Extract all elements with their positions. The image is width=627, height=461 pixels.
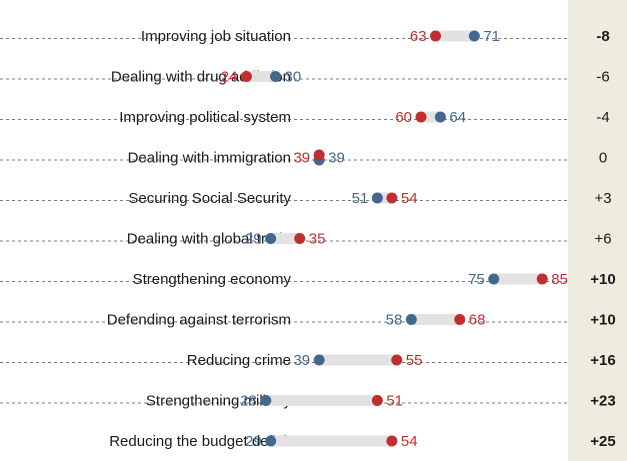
red-value-label: 63 xyxy=(410,28,427,45)
blue-value-label: 51 xyxy=(352,190,369,207)
red-dot xyxy=(240,71,252,82)
red-dot xyxy=(294,233,306,244)
gap-bar xyxy=(421,111,441,123)
row-label: Securing Social Security xyxy=(128,190,291,207)
red-dot xyxy=(430,30,442,42)
gap-bar xyxy=(270,435,392,447)
red-value-label: 24 xyxy=(221,69,238,86)
red-value-label: 55 xyxy=(406,352,423,369)
gap-bar xyxy=(246,71,276,82)
blue-value-label: 58 xyxy=(386,312,403,329)
blue-dot xyxy=(270,71,281,82)
red-dot xyxy=(386,435,398,447)
difference-value: +10 xyxy=(590,312,615,329)
difference-value: +25 xyxy=(590,433,615,450)
gap-bar xyxy=(493,273,543,285)
blue-dot xyxy=(434,111,446,123)
blue-value-label: 71 xyxy=(483,28,500,45)
difference-value: +6 xyxy=(594,231,611,248)
blue-value-label: 29 xyxy=(245,433,262,450)
red-value-label: 68 xyxy=(469,312,486,329)
blue-dot xyxy=(488,273,500,285)
blue-value-label: 75 xyxy=(468,271,485,288)
row-label: Improving job situation xyxy=(141,28,291,45)
blue-value-label: 30 xyxy=(285,69,302,86)
red-dot xyxy=(536,273,548,285)
gap-bar xyxy=(319,354,397,366)
gap-bar xyxy=(435,30,475,42)
difference-value: -6 xyxy=(596,69,609,86)
blue-value-label: 39 xyxy=(293,352,310,369)
red-dot xyxy=(415,111,427,123)
difference-value: +16 xyxy=(590,352,615,369)
difference-value: +10 xyxy=(590,271,615,288)
red-value-label: 60 xyxy=(395,109,412,126)
gap-bar xyxy=(265,395,378,406)
red-dot xyxy=(371,395,383,406)
red-dot xyxy=(386,192,398,204)
red-value-label: 35 xyxy=(309,231,326,248)
red-dot xyxy=(454,314,466,325)
row-label: Improving political system xyxy=(119,109,291,126)
red-value-label: 39 xyxy=(293,150,310,167)
red-dot xyxy=(313,149,325,161)
blue-value-label: 28 xyxy=(240,393,257,410)
difference-value: -8 xyxy=(596,28,609,45)
red-value-label: 54 xyxy=(401,190,418,207)
red-value-label: 85 xyxy=(551,271,568,288)
blue-dot xyxy=(260,395,272,406)
blue-dot xyxy=(265,233,277,244)
red-value-label: 51 xyxy=(386,393,403,410)
row-label: Dealing with global trade xyxy=(127,231,291,248)
blue-dot xyxy=(265,435,277,447)
blue-dot xyxy=(313,354,325,366)
row-label: Dealing with immigration xyxy=(128,150,291,167)
difference-value: +3 xyxy=(594,190,611,207)
blue-value-label: 64 xyxy=(449,109,466,126)
blue-dot xyxy=(468,30,480,42)
blue-value-label: 39 xyxy=(328,150,345,167)
gap-bar xyxy=(411,314,460,325)
red-value-label: 54 xyxy=(401,433,418,450)
red-dot xyxy=(391,354,403,366)
row-label: Reducing the budget deficit xyxy=(109,433,292,450)
row-label: Defending against terrorism xyxy=(107,312,291,329)
gap-bar xyxy=(377,192,392,204)
gap-bar xyxy=(270,233,300,244)
blue-dot xyxy=(405,314,417,325)
difference-value: 0 xyxy=(599,150,607,167)
row-label: Reducing crime xyxy=(187,352,291,369)
row-label: Strengthening military xyxy=(146,393,292,410)
row-label: Strengthening economy xyxy=(133,271,292,288)
blue-value-label: 29 xyxy=(245,231,262,248)
blue-dot xyxy=(371,192,383,204)
difference-value: +23 xyxy=(590,393,615,410)
difference-value: -4 xyxy=(596,109,609,126)
difference-column-background xyxy=(568,0,627,461)
